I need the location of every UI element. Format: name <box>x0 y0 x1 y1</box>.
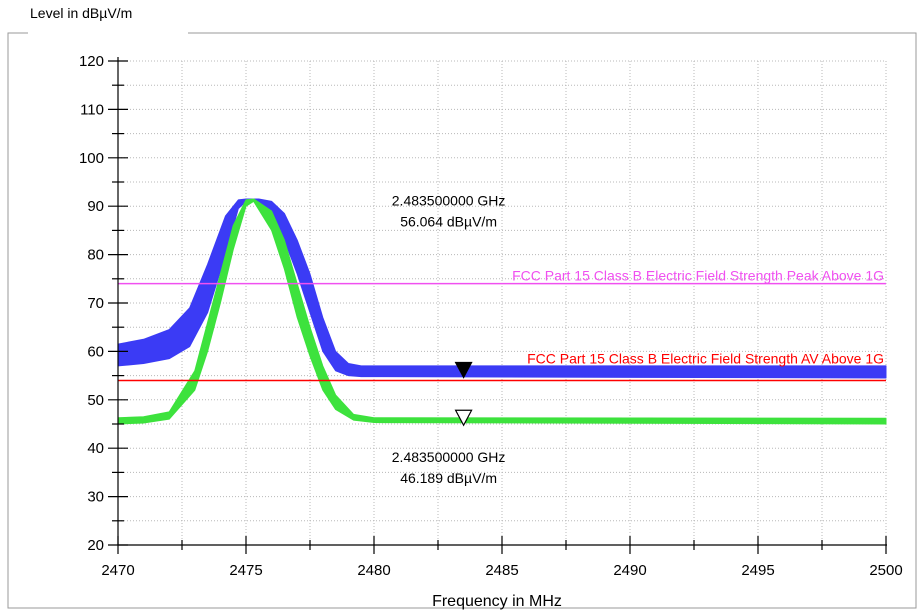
y-tick-label: 110 <box>80 101 104 118</box>
x-tick-label: 2470 <box>101 562 134 579</box>
y-tick-label: 40 <box>87 440 104 457</box>
y-tick-label: 20 <box>87 537 104 554</box>
y-tick-label: 50 <box>87 392 104 409</box>
y-tick-label: 100 <box>79 150 104 167</box>
annotation-level-2: 46.189 dBµV/m <box>400 470 497 486</box>
x-tick-label: 2485 <box>485 562 518 579</box>
markers <box>454 361 473 427</box>
annotations: 2.483500000 GHz 56.064 dBµV/m 2.483500000 … <box>392 192 506 486</box>
annotation-frequency-2: 2.483500000 GHz <box>392 449 506 465</box>
limit-lines: FCC Part 15 Class B Electric Field Stren… <box>118 268 886 382</box>
y-tick-label: 60 <box>87 343 104 360</box>
x-tick-label: 2500 <box>869 562 902 579</box>
limit-label-1: FCC Part 15 Class B Electric Field Stren… <box>512 268 884 284</box>
y-tick-label: 30 <box>87 489 104 506</box>
annotation-level-1: 56.064 dBµV/m <box>400 213 497 229</box>
y-tick-label: 80 <box>87 247 104 264</box>
annotation-frequency-1: 2.483500000 GHz <box>392 192 506 208</box>
y-tick-label: 70 <box>87 295 104 312</box>
series-band-2 <box>117 198 887 425</box>
series-bands <box>117 198 887 425</box>
x-tick-label: 2490 <box>613 562 646 579</box>
x-tick-label: 2495 <box>741 562 774 579</box>
x-axis-title: Frequency in MHz <box>432 593 562 610</box>
axes: 20 30 40 50 60 70 80 90 100 110 120 2470 2475 2480 248… <box>79 53 903 579</box>
ylabel-backdrop <box>28 24 188 40</box>
y-axis-title: Level in dBµV/m <box>30 5 132 21</box>
x-tick-label: 2475 <box>229 562 262 579</box>
y-tick-label: 120 <box>79 53 104 70</box>
chart-frame <box>7 32 917 609</box>
limit-label-2: FCC Part 15 Class B Electric Field Stren… <box>527 350 884 366</box>
y-tick-label: 90 <box>87 198 104 215</box>
marker-1 <box>454 361 473 379</box>
marker-2 <box>454 409 473 427</box>
x-tick-label: 2480 <box>357 562 390 579</box>
